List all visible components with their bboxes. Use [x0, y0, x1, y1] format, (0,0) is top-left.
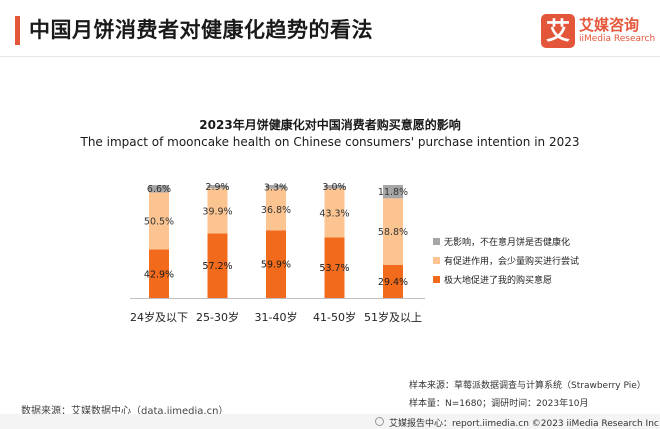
data-label: 3.3% — [264, 182, 288, 193]
title-accent-bar — [15, 16, 20, 45]
bar-segment — [383, 185, 403, 199]
data-label: 36.8% — [261, 205, 291, 216]
bar-segment — [383, 198, 403, 265]
bar-segment — [207, 185, 228, 189]
sample-info: 样本量：N=1680；调研时间：2023年10月 — [409, 399, 589, 409]
bottom-strip — [0, 414, 660, 429]
chart-title: 2023年月饼健康化对中国消费者购买意愿的影响 — [199, 118, 461, 132]
bar-segment — [149, 185, 169, 193]
sample-source: 样本来源：草莓派数据调查与计算系统（Strawberry Pie） — [409, 381, 646, 391]
header-divider — [0, 56, 660, 57]
data-label: 53.7% — [319, 263, 349, 274]
logo: 艾 艾媒咨询 iiMedia Research — [541, 14, 655, 50]
bar-segment — [266, 188, 286, 231]
page-title: 中国月饼消费者对健康化趋势的看法 — [29, 18, 373, 42]
legend-swatch — [433, 276, 440, 283]
x-tick-label: 41-50岁 — [313, 310, 356, 324]
x-tick-label: 31-40岁 — [255, 310, 298, 324]
data-label: 42.9% — [144, 269, 174, 280]
x-tick-label: 25-30岁 — [196, 310, 239, 324]
data-label: 39.9% — [202, 206, 232, 217]
logo-name: 艾媒咨询 — [579, 16, 640, 34]
report-center-line: 艾媒报告中心：report.iimedia.cn ©2023 iiMedia R… — [389, 419, 659, 429]
legend-swatch — [433, 257, 440, 264]
bar-segment — [149, 192, 169, 250]
legend-label: 有促进作用，会少量购买进行尝试 — [444, 255, 579, 267]
bar-segment — [324, 188, 345, 238]
chart-subtitle: The impact of mooncake health on Chinese… — [80, 135, 580, 149]
data-label: 3.0% — [322, 182, 346, 193]
data-label: 57.2% — [202, 261, 232, 272]
x-tick-label: 51岁及以上 — [364, 310, 422, 324]
data-label: 50.5% — [144, 216, 174, 227]
bar-segment — [207, 233, 228, 298]
data-label: 29.4% — [378, 277, 408, 288]
logo-mark: 艾 — [541, 14, 575, 48]
data-source: 数据来源：艾媒数据中心（data.iimedia.cn） — [21, 406, 229, 417]
data-label: 6.6% — [147, 184, 171, 195]
bar-segment — [266, 230, 286, 298]
bar-segment — [383, 264, 403, 298]
data-label: 58.8% — [378, 227, 408, 238]
bar-segment — [149, 249, 169, 298]
data-label: 43.3% — [319, 208, 349, 219]
data-label: 59.9% — [261, 260, 291, 271]
bar-segment — [266, 185, 286, 189]
legend-swatch — [433, 238, 440, 245]
data-label: 11.8% — [378, 187, 408, 198]
x-tick-label: 24岁及以下 — [130, 310, 188, 324]
data-label: 2.9% — [205, 182, 229, 193]
bar-segment — [207, 188, 228, 234]
report-center-icon — [375, 417, 384, 426]
logo-subtitle: iiMedia Research — [579, 34, 656, 44]
bar-segment — [324, 185, 345, 189]
bar-segment — [324, 237, 345, 298]
legend-label: 极大地促进了我的购买意愿 — [444, 274, 552, 286]
legend-label: 无影响，不在意月饼是否健康化 — [444, 236, 570, 248]
